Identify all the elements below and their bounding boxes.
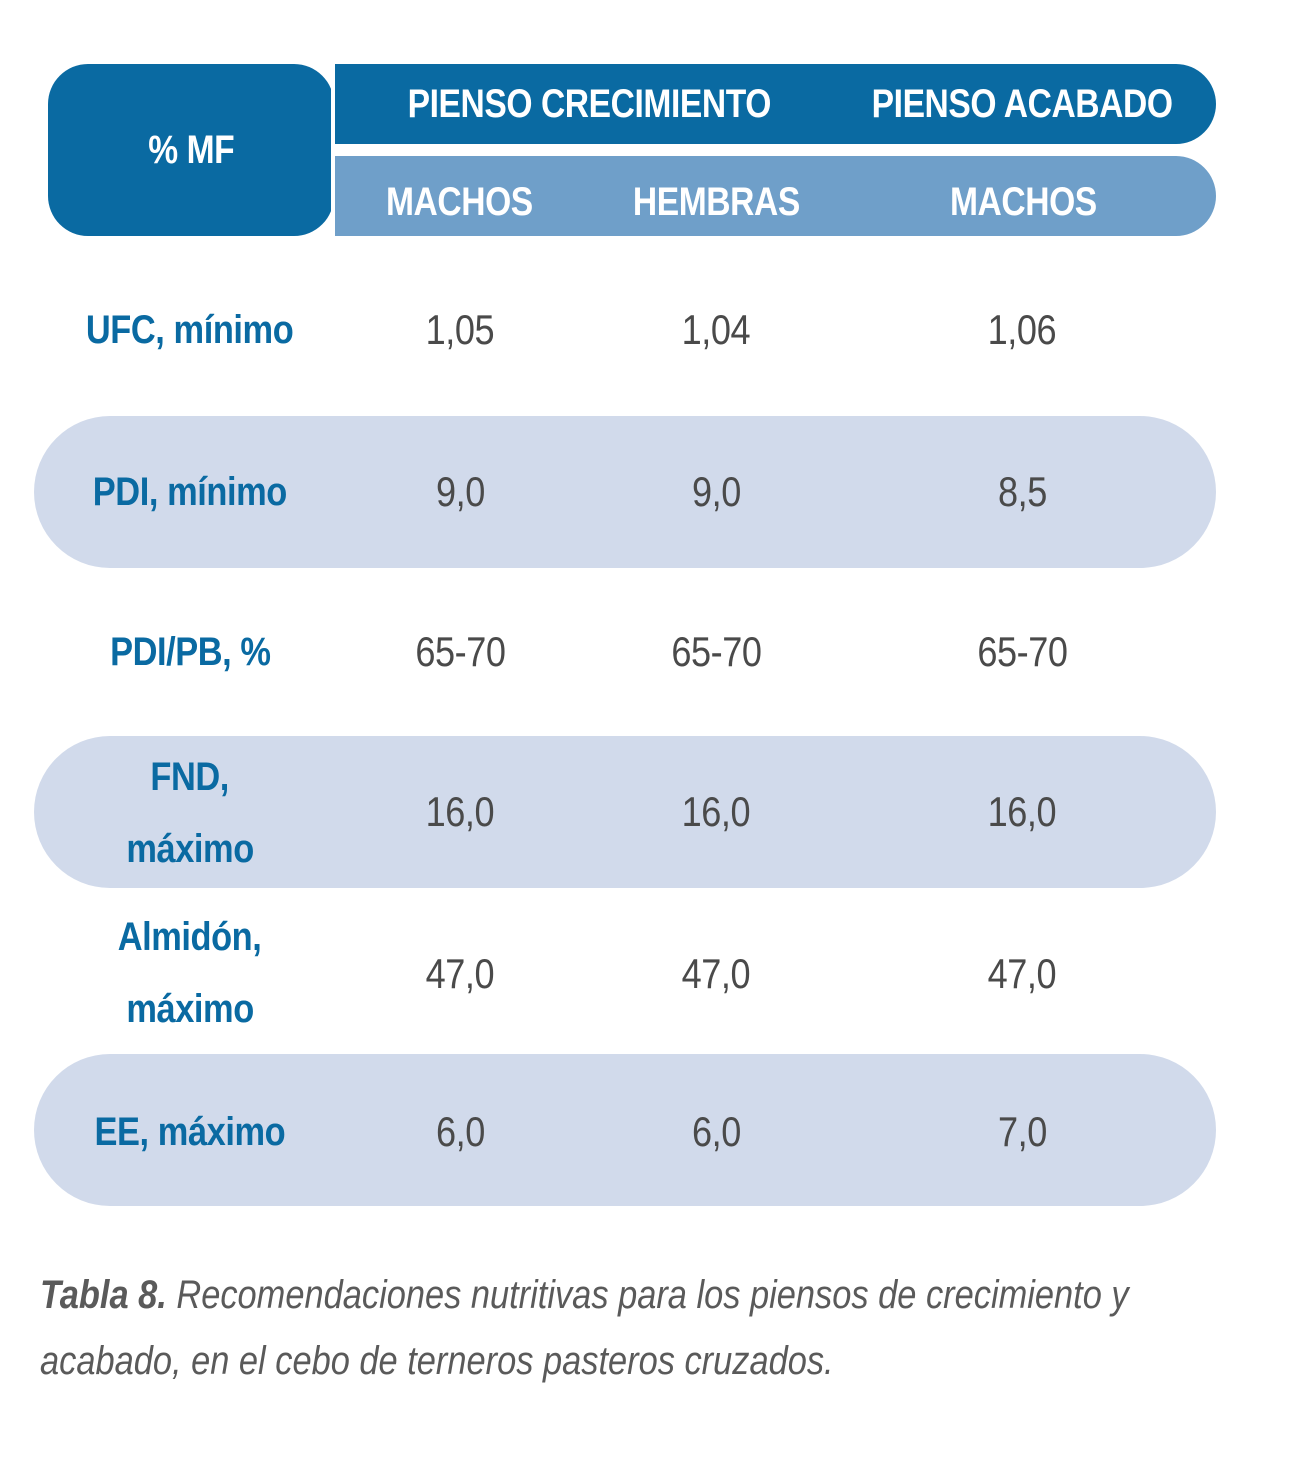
- subheader-machos-acabado: MACHOS: [906, 164, 1140, 240]
- group-header-crecimiento: PIENSO CRECIMIENTO: [334, 64, 844, 144]
- cell-value: 7,0: [997, 1108, 1047, 1155]
- row-label-fnd-line1: FND,: [150, 755, 230, 799]
- cell-value: 9,0: [691, 468, 741, 515]
- table-cell: 6,0: [616, 1092, 816, 1172]
- table-cell: 16,0: [922, 772, 1122, 852]
- table-cell: 1,04: [616, 290, 816, 370]
- table-cell: 9,0: [360, 452, 560, 532]
- table-cell: 1,06: [922, 290, 1122, 370]
- group-header-crecimiento-label: PIENSO CRECIMIENTO: [407, 81, 771, 126]
- table-cell: 6,0: [360, 1092, 560, 1172]
- table-cell: 9,0: [616, 452, 816, 532]
- cell-value: 6,0: [691, 1108, 741, 1155]
- row-band-pdi: [34, 416, 1216, 568]
- table-row-label: EE, máximo: [40, 1092, 340, 1172]
- cell-value: 16,0: [425, 788, 495, 835]
- table-cell: 16,0: [616, 772, 816, 852]
- table-cell: 47,0: [616, 934, 816, 1014]
- subheader-band: [334, 156, 1216, 236]
- row-label-ufc: UFC, mínimo: [86, 308, 294, 352]
- cell-value: 65-70: [976, 628, 1068, 675]
- cell-value: 1,04: [681, 306, 751, 353]
- cell-value: 8,5: [997, 468, 1047, 515]
- table-cell: 65-70: [360, 612, 560, 692]
- cell-value: 6,0: [435, 1108, 485, 1155]
- subheader-hembras: HEMBRAS: [590, 164, 842, 240]
- caption-label: Tabla 8.: [40, 1273, 167, 1317]
- cell-value: 47,0: [681, 950, 751, 997]
- row-label-fnd-line2: máximo: [126, 827, 254, 871]
- table-cell: 65-70: [616, 612, 816, 692]
- cell-value: 9,0: [435, 468, 485, 515]
- subheader-label: HEMBRAS: [632, 179, 800, 224]
- table-cell: 47,0: [922, 934, 1122, 1014]
- group-header-band-left-edge: [334, 64, 454, 144]
- subheader-machos-crecimiento: MACHOS: [354, 164, 564, 240]
- row-band-ee: [34, 1054, 1216, 1206]
- cell-value: 16,0: [987, 788, 1057, 835]
- cell-value: 65-70: [414, 628, 506, 675]
- group-header-acabado-label: PIENSO ACABADO: [871, 81, 1173, 126]
- header-divider: [331, 64, 335, 236]
- group-header-band: [334, 64, 1216, 144]
- subheader-label: MACHOS: [385, 179, 533, 224]
- table-row-label: PDI, mínimo: [40, 452, 340, 532]
- row-label-ee: EE, máximo: [94, 1110, 286, 1154]
- table-row-label: Almidón, máximo: [40, 912, 340, 1034]
- table-cell: 16,0: [360, 772, 560, 852]
- table-row-label: PDI/PB, %: [40, 612, 340, 692]
- cell-value: 47,0: [425, 950, 495, 997]
- row-label-almidon-line1: Almidón,: [118, 915, 262, 959]
- table-cell: 7,0: [922, 1092, 1122, 1172]
- row-label-pdi-pb: PDI/PB, %: [109, 630, 271, 674]
- corner-header-cell: % MF: [48, 64, 334, 236]
- cell-value: 47,0: [987, 950, 1057, 997]
- table-caption: Tabla 8. Recomendaciones nutritivas para…: [40, 1262, 1227, 1394]
- table-cell: 8,5: [922, 452, 1122, 532]
- table-row-label: FND, máximo: [40, 752, 340, 874]
- subheader-label: MACHOS: [949, 179, 1097, 224]
- group-header-acabado: PIENSO ACABADO: [844, 64, 1200, 144]
- table-cell: 1,05: [360, 290, 560, 370]
- row-label-almidon-line2: máximo: [126, 987, 254, 1031]
- cell-value: 1,06: [987, 306, 1057, 353]
- cell-value: 16,0: [681, 788, 751, 835]
- caption-text: Recomendaciones nutritivas para los pien…: [40, 1273, 1129, 1383]
- table-cell: 65-70: [922, 612, 1122, 692]
- corner-header-label: % MF: [147, 127, 235, 172]
- row-label-pdi: PDI, mínimo: [92, 470, 288, 514]
- subheader-band-left-edge: [334, 156, 394, 236]
- cell-value: 65-70: [670, 628, 762, 675]
- table-row-label: UFC, mínimo: [40, 290, 340, 370]
- table-cell: 47,0: [360, 934, 560, 1014]
- cell-value: 1,05: [425, 306, 495, 353]
- row-band-fnd: [34, 736, 1216, 888]
